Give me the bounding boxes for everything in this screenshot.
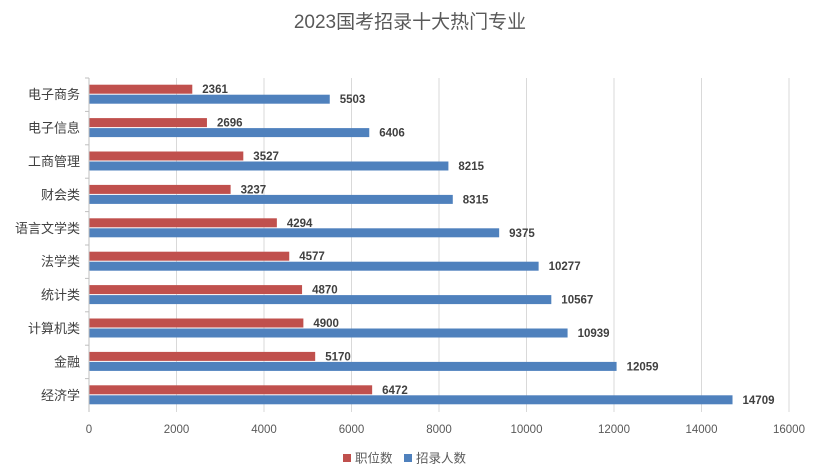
category-label: 计算机类	[28, 321, 80, 336]
bar-positions	[89, 218, 277, 228]
bar-recruits	[89, 395, 733, 405]
bar-recruits	[89, 161, 449, 171]
data-label: 4294	[287, 218, 313, 230]
data-labels: 2361 5503 2696 6406 3527 8215 3237 8315 4294 9375…	[202, 84, 774, 407]
x-tick-label: 2000	[164, 424, 190, 436]
bar-positions	[89, 118, 207, 128]
data-label: 8315	[463, 194, 489, 206]
category-label: 财会类	[41, 187, 80, 202]
data-label: 10939	[578, 328, 610, 340]
legend-swatch	[404, 454, 412, 462]
category-label: 工商管理	[28, 154, 80, 169]
legend-label: 职位数	[355, 451, 393, 466]
bar-recruits	[89, 361, 617, 371]
data-label: 9375	[509, 228, 535, 240]
data-label: 2361	[202, 84, 228, 96]
category-label: 统计类	[41, 288, 80, 303]
bar-positions	[89, 318, 304, 328]
bars	[89, 84, 733, 405]
bar-positions	[89, 84, 193, 94]
data-label: 8215	[458, 161, 484, 173]
x-tick-label: 6000	[339, 424, 365, 436]
data-label: 3237	[241, 184, 267, 196]
category-label: 法学类	[41, 254, 80, 269]
x-axis-ticks: 0 2000 4000 6000 8000 10000 12000 14000 16000	[86, 424, 805, 436]
legend-swatch	[343, 454, 351, 462]
bar-recruits	[89, 194, 453, 204]
bar-recruits	[89, 261, 539, 271]
data-label: 14709	[743, 395, 775, 407]
data-label: 6472	[382, 385, 408, 397]
data-label: 4577	[299, 251, 325, 263]
legend: 职位数 招录人数	[343, 451, 467, 466]
data-label: 5170	[325, 351, 351, 363]
x-tick-label: 12000	[598, 424, 630, 436]
x-tick-label: 4000	[251, 424, 277, 436]
x-tick-label: 0	[86, 424, 92, 436]
data-label: 6406	[379, 128, 405, 140]
category-label: 经济学	[41, 388, 80, 403]
bar-positions	[89, 385, 373, 395]
data-label: 4900	[313, 318, 339, 330]
data-label: 2696	[217, 118, 243, 130]
data-label: 5503	[340, 94, 366, 106]
x-tick-label: 14000	[686, 424, 718, 436]
legend-label: 招录人数	[416, 451, 467, 466]
bar-positions	[89, 285, 303, 295]
data-label: 12059	[627, 361, 659, 373]
bar-positions	[89, 151, 244, 161]
category-label: 金融	[54, 354, 80, 369]
chart-title: 2023国考招录十大热门专业	[294, 11, 526, 33]
bar-positions	[89, 184, 231, 194]
data-label: 4870	[312, 285, 338, 297]
data-label: 10567	[561, 295, 593, 307]
bar-recruits	[89, 128, 370, 138]
bar-positions	[89, 351, 316, 361]
bar-positions	[89, 251, 290, 261]
category-label: 语言文学类	[15, 221, 80, 236]
x-tick-label: 10000	[511, 424, 543, 436]
data-label: 3527	[253, 151, 279, 163]
x-tick-label: 8000	[426, 424, 452, 436]
bar-recruits	[89, 295, 552, 305]
x-tick-label: 16000	[773, 424, 805, 436]
bar-recruits	[89, 94, 330, 104]
bar-recruits	[89, 328, 568, 338]
category-label: 电子信息	[28, 121, 80, 136]
category-label: 电子商务	[28, 87, 80, 102]
bar-recruits	[89, 228, 500, 238]
data-label: 10277	[549, 261, 581, 273]
